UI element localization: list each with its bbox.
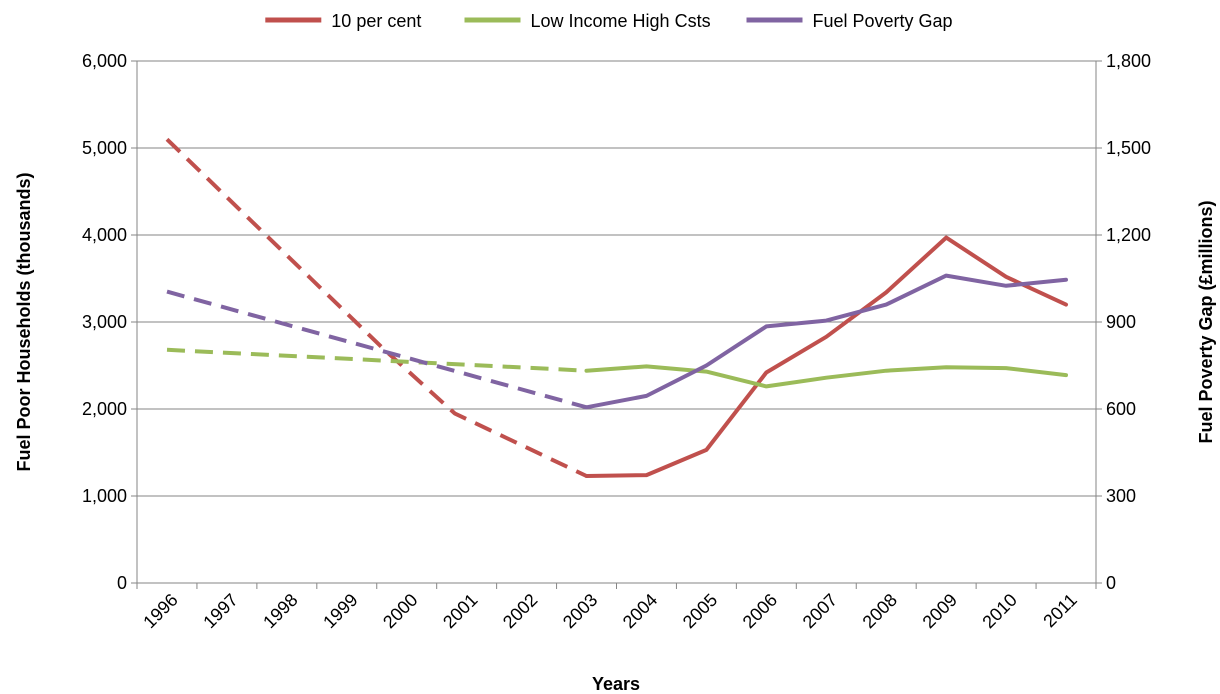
left-axis-tick-label: 3,000: [82, 312, 127, 332]
right-axis-tick-label: 300: [1106, 486, 1136, 506]
left-axis-tick-labels: 0 1,000 2,000 3,000 4,000 5,000 6,000: [82, 51, 127, 593]
legend-label: 10 per cent: [331, 11, 421, 31]
x-axis-title: Years: [592, 674, 640, 694]
y-axis-title: Fuel Poor Households (thousands): [14, 172, 34, 471]
legend-label: Fuel Poverty Gap: [813, 11, 953, 31]
series-lines: [165, 137, 1068, 478]
legend: 10 per cent Low Income High Csts Fuel Pove…: [265, 11, 953, 31]
right-axis-tick-label: 1,200: [1106, 225, 1151, 245]
x-axis-tick-label: 2006: [739, 590, 781, 632]
x-axis-tick-label: 1996: [139, 590, 181, 632]
series-line-10-per-cent: [584, 235, 1068, 478]
x-axis-tick-label: 2005: [679, 590, 721, 632]
right-axis-tick-label: 600: [1106, 399, 1136, 419]
gridlines: [137, 60, 1096, 497]
x-axis-tick-label: 1998: [259, 590, 301, 632]
left-axis-tick-label: 0: [117, 573, 127, 593]
x-axis-tick-labels: 1996 1997 1998 1999 2000 2001 2002 2003 2004 2005…: [139, 590, 1081, 632]
left-axis-tick-label: 1,000: [82, 486, 127, 506]
x-axis-tick-label: 2011: [1039, 590, 1081, 632]
x-axis-tick-label: 2010: [978, 590, 1020, 632]
x-axis-tick-label: 2007: [799, 590, 841, 632]
left-axis-tick-label: 4,000: [82, 225, 127, 245]
x-axis-tick-label: 2003: [559, 590, 601, 632]
x-axis-tick-label: 2000: [379, 590, 421, 632]
y2-axis-title: Fuel Poverty Gap (£millions): [1196, 200, 1216, 443]
x-axis-tick-label: 2009: [919, 590, 961, 632]
left-axis-tick-label: 6,000: [82, 51, 127, 71]
left-axis-tick-label: 2,000: [82, 399, 127, 419]
series-line-estimated-fuel-poverty-gap: [166, 289, 588, 410]
legend-label: Low Income High Csts: [531, 11, 711, 31]
x-axis-tick-label: 2004: [619, 590, 661, 632]
x-axis-tick-label: 1999: [319, 590, 361, 632]
right-axis-tick-label: 1,800: [1106, 51, 1151, 71]
series-line-estimated-10-per-cent: [165, 137, 588, 478]
series-line-fuel-poverty-gap: [584, 273, 1068, 410]
right-axis-tick-labels: 0 300 600 900 1,200 1,500 1,800: [1106, 51, 1151, 593]
series-line-estimated-low-income-high-csts: [166, 347, 587, 373]
x-axis-tick-label: 1997: [199, 590, 241, 632]
right-axis-tick-label: 1,500: [1106, 138, 1151, 158]
x-axis-tick-label: 2001: [439, 590, 481, 632]
right-axis-tick-label: 0: [1106, 573, 1116, 593]
left-axis-tick-label: 5,000: [82, 138, 127, 158]
series-line-low-income-high-csts: [584, 364, 1068, 389]
x-axis-tick-label: 2008: [859, 590, 901, 632]
right-axis-tick-label: 900: [1106, 312, 1136, 332]
axes: [131, 60, 1102, 589]
x-axis-tick-label: 2002: [499, 590, 541, 632]
